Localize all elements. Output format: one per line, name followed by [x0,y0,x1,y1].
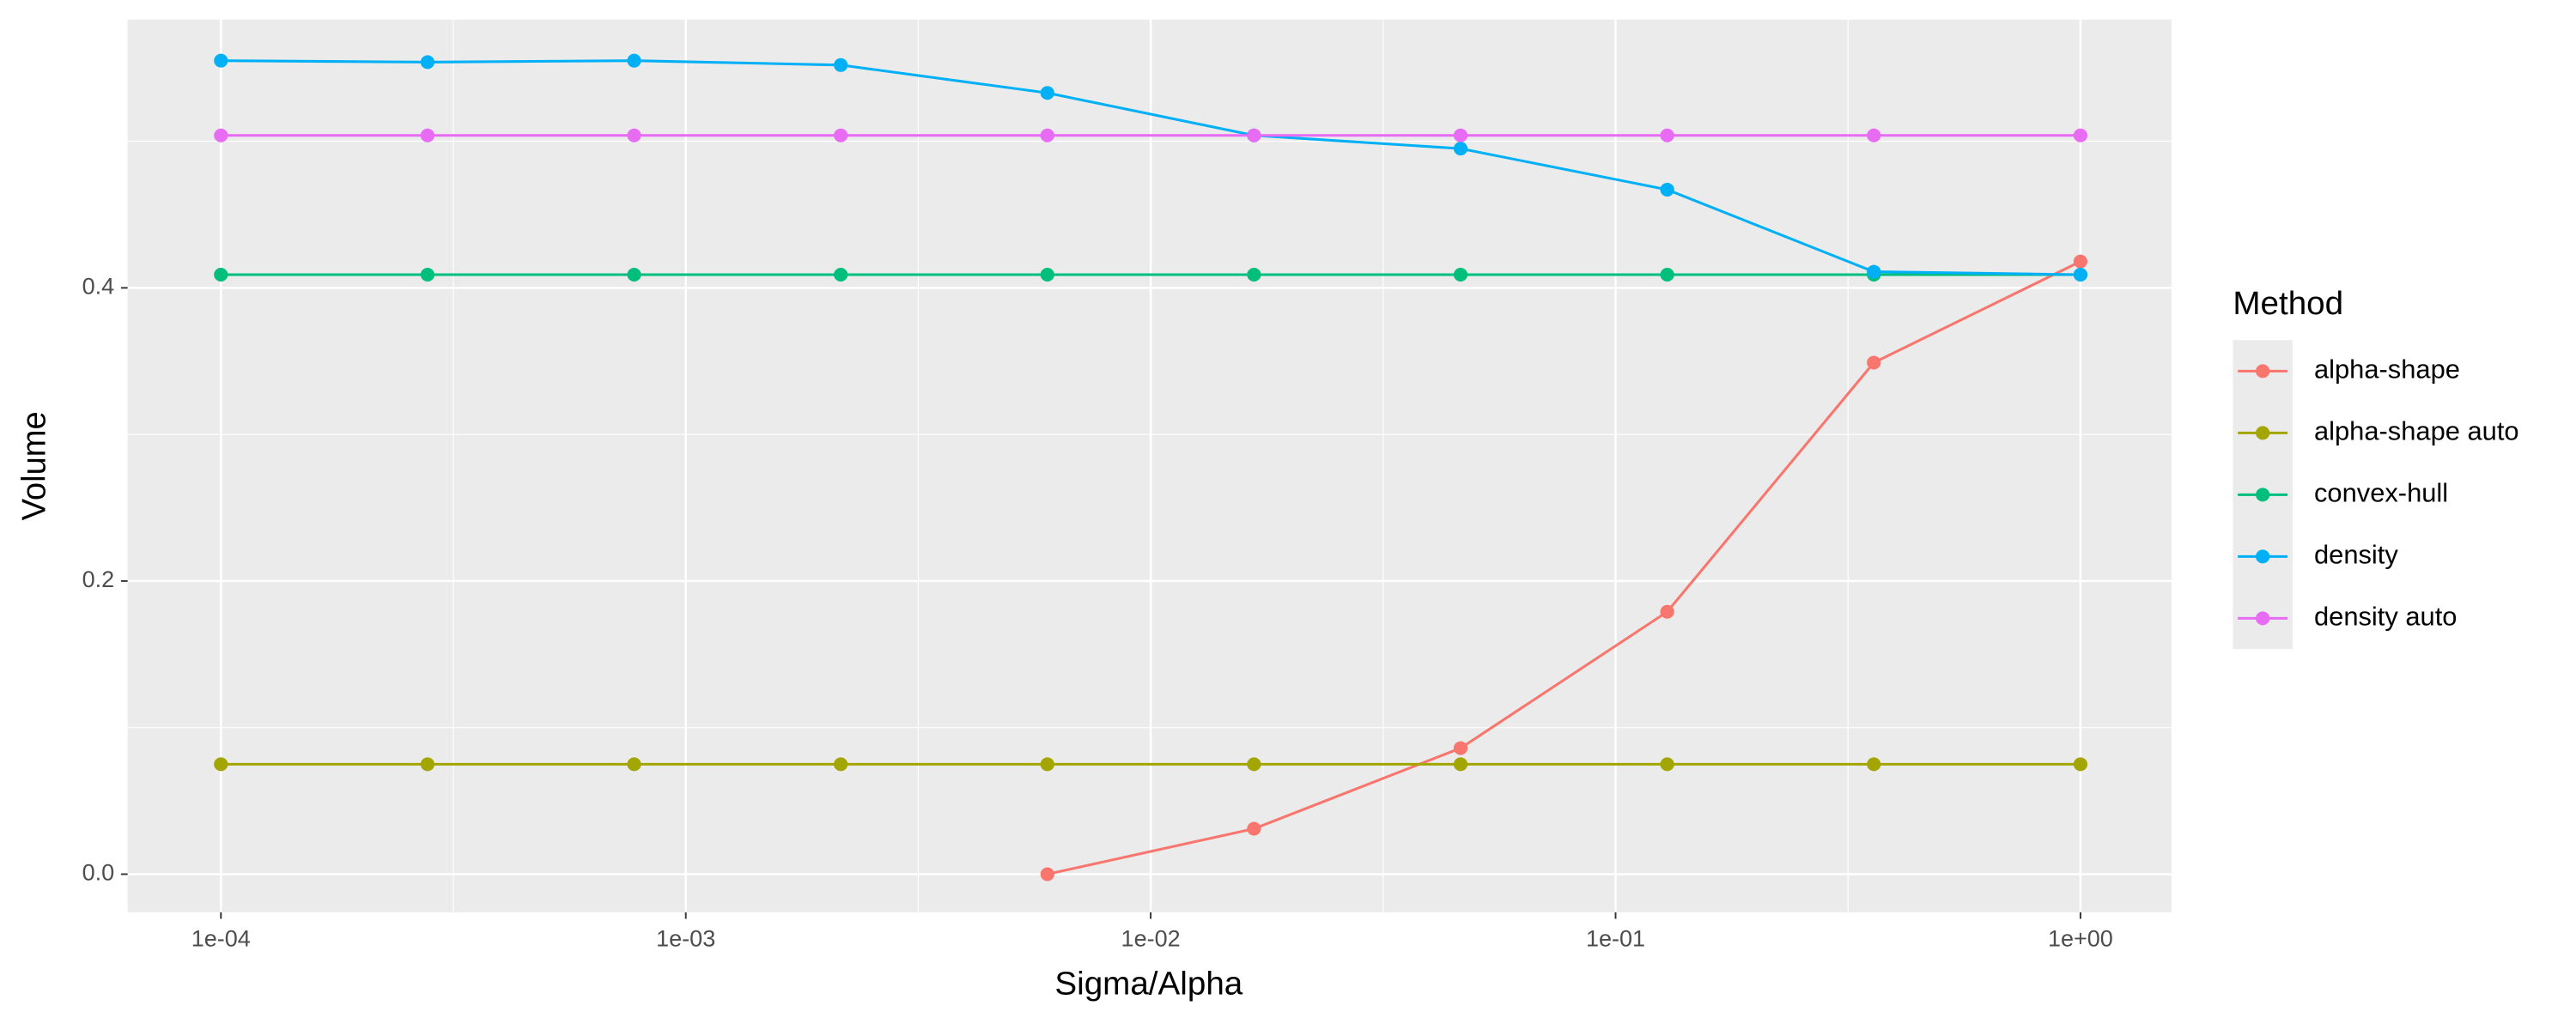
data-point [1453,741,1468,755]
data-point [1660,757,1674,772]
x-tick-label: 1e-01 [1586,925,1645,951]
data-point [420,268,435,282]
data-point [2073,268,2088,282]
data-point [1867,264,1881,279]
legend-key-point [2256,611,2270,626]
data-point [2073,757,2088,772]
data-point [2073,128,2088,142]
legend-label: alpha-shape [2314,354,2460,385]
data-point [834,268,848,282]
data-point [1040,128,1054,142]
x-tick-label: 1e-02 [1121,925,1181,951]
data-point [1040,757,1054,772]
data-point [627,128,641,142]
data-point [214,757,228,772]
data-point [1660,604,1674,619]
y-tick-label: 0.0 [82,860,115,886]
legend-key-point [2256,364,2270,379]
legend-key-point [2256,549,2270,564]
legend-title: Method [2233,285,2343,322]
x-tick-label: 1e-04 [191,925,251,951]
data-point [1247,821,1261,836]
grid [127,19,2172,912]
data-point [214,128,228,142]
x-tick-label: 1e+00 [2048,925,2113,951]
data-point [1660,182,1674,197]
data-point [1867,757,1881,772]
series-line [221,59,2081,276]
data-point [627,268,641,282]
data-point [627,53,641,68]
data-point [834,58,848,72]
data-point [214,53,228,68]
legend-label: density auto [2314,602,2458,632]
legend-label: alpha-shape auto [2314,416,2519,446]
legend-label: density [2314,540,2399,570]
data-point [1247,128,1261,142]
data-point [1867,128,1881,142]
data-point [834,757,848,772]
plot-marks [214,53,2088,882]
data-point [1660,268,1674,282]
data-point [1247,757,1261,772]
data-point [1040,867,1054,882]
data-point [1453,757,1468,772]
legend: alpha-shape alpha-shape auto convex-hull de… [2233,340,2519,650]
data-point [420,128,435,142]
data-point [1453,142,1468,156]
data-point [420,757,435,772]
legend-label: convex-hull [2314,478,2448,508]
legend-key-point [2256,426,2270,440]
x-axis-title: Sigma/Alpha [1054,966,1243,1003]
data-point [2073,254,2088,269]
legend-key-point [2256,488,2270,502]
data-point [627,757,641,772]
data-point [1453,268,1468,282]
data-point [1660,128,1674,142]
data-point [1247,268,1261,282]
y-tick-label: 0.4 [82,274,115,300]
y-tick-label: 0.2 [82,566,115,592]
data-point [420,55,435,70]
data-point [1040,86,1054,100]
data-point [1867,355,1881,370]
data-point [1040,268,1054,282]
data-point [834,128,848,142]
x-tick-label: 1e-03 [656,925,715,951]
panel [127,19,2172,912]
y-axis-title: Volume [15,411,52,520]
series-line [1047,260,2081,876]
data-point [1453,128,1468,142]
data-point [214,268,228,282]
